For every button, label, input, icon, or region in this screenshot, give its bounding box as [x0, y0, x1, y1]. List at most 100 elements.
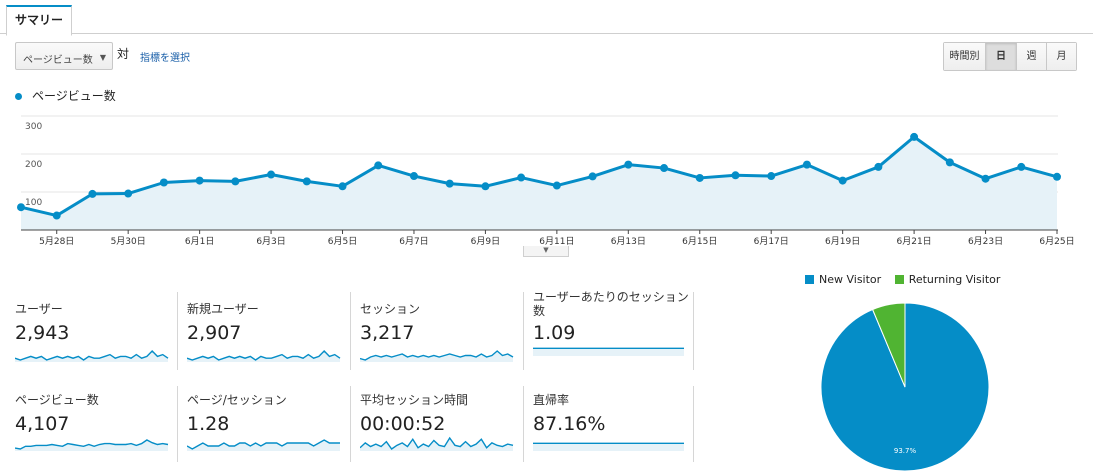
scorecard-label: 平均セッション時間: [360, 393, 469, 407]
data-point: [52, 211, 61, 220]
x-tick-label: 6月21日: [897, 236, 932, 245]
scorecard-label: セッション: [360, 302, 421, 316]
granularity-week-button[interactable]: 週: [1016, 43, 1046, 70]
data-point: [838, 176, 847, 185]
divider: [523, 292, 524, 370]
scorecard-value: 2,943: [15, 322, 70, 344]
scorecard-users: ユーザー 2,943: [15, 302, 175, 368]
x-tick-label: 6月15日: [682, 236, 717, 245]
chart-legend: ページビュー数: [15, 87, 116, 104]
data-point: [695, 173, 704, 182]
x-tick-label: 6月5日: [328, 236, 357, 245]
sparkline-line: [15, 349, 169, 361]
data-point: [338, 182, 347, 191]
sparkline-area: [533, 348, 684, 356]
pie-slice: [871, 302, 906, 388]
scorecard-label: ページビュー数: [15, 393, 99, 407]
tab-summary[interactable]: サマリー: [6, 5, 73, 36]
data-point: [124, 189, 133, 198]
scorecard-bounce-rate: 直帰率 87.16%: [533, 393, 693, 459]
data-point: [624, 160, 633, 169]
data-point: [481, 182, 490, 191]
sparkline-area: [533, 443, 684, 451]
chart-legend-label: ページビュー数: [32, 89, 116, 103]
scorecard-value: 3,217: [360, 322, 415, 344]
collapse-chart-toggle[interactable]: ▼: [523, 246, 569, 257]
data-point: [1017, 162, 1026, 171]
data-point: [981, 174, 990, 183]
scorecard-label: ユーザーあたりのセッション数: [533, 290, 689, 318]
visitor-type-pie-chart: 93.7%: [820, 302, 990, 472]
scorecard-sessions: セッション 3,217: [360, 302, 520, 368]
metric-dropdown-label: ページビュー数: [23, 55, 93, 66]
granularity-month-button[interactable]: 月: [1046, 43, 1076, 70]
y-tick-label: 200: [25, 160, 42, 170]
scorecard-label: 直帰率: [533, 393, 570, 407]
scorecard-sparkline: [187, 439, 340, 451]
pie-legend-returning-visitor[interactable]: Returning Visitor: [894, 273, 1001, 286]
divider: [177, 292, 178, 370]
data-point: [552, 181, 561, 190]
sparkline-line: [360, 350, 514, 361]
data-point: [1053, 172, 1061, 181]
scorecard-value: 87.16%: [533, 413, 606, 435]
scorecard-sparkline: [533, 347, 684, 356]
data-point: [802, 160, 811, 169]
data-point: [660, 164, 669, 173]
pie-legend-new-visitor[interactable]: New Visitor: [805, 273, 881, 286]
data-point: [159, 178, 168, 187]
series-marker-icon: [15, 93, 22, 100]
granularity-hourly-button[interactable]: 時間別: [944, 43, 985, 70]
sparkline-line: [187, 439, 340, 450]
data-point: [302, 177, 311, 186]
select-metric-link[interactable]: 指標を選択: [140, 53, 190, 64]
data-point: [267, 170, 276, 179]
scorecard-sparkline: [360, 436, 514, 451]
data-point: [945, 158, 954, 167]
metric-dropdown[interactable]: ページビュー数 ▼: [15, 42, 113, 70]
data-point: [17, 203, 25, 212]
data-point: [195, 176, 204, 185]
x-tick-label: 6月1日: [185, 236, 214, 245]
data-point: [374, 161, 383, 170]
scorecard-new-users: 新規ユーザー 2,907: [187, 302, 347, 368]
granularity-selector: 時間別 日 週 月: [943, 42, 1077, 71]
scorecard-pages-per-session: ページ/セッション 1.28: [187, 393, 347, 459]
divider: [523, 386, 524, 462]
scorecard-sparkline: [15, 439, 169, 451]
pie-slice-label: 93.7%: [894, 447, 917, 455]
sparkline-area: [187, 351, 340, 362]
scorecard-value: 00:00:52: [360, 413, 446, 435]
scorecard-sessions-per-user: ユーザーあたりのセッション数 1.09: [533, 290, 693, 356]
legend-swatch-icon: [805, 275, 814, 284]
sparkline-line: [15, 439, 169, 450]
scorecard-value: 1.28: [187, 413, 230, 435]
divider: [177, 386, 178, 462]
pageviews-line-chart: 100 200 300 5月28日 5月30日 6月1日 6月3日 6月5日 6月7日 6月9日 6…: [17, 115, 1075, 245]
x-tick-label: 6月3日: [256, 236, 285, 245]
x-tick-label: 6月23日: [968, 236, 1003, 245]
data-point: [231, 177, 240, 186]
scorecard-label: ページ/セッション: [187, 393, 287, 407]
data-point: [874, 162, 883, 171]
tab-bar: サマリー: [0, 0, 1093, 36]
scorecard-sparkline: [360, 350, 514, 362]
scorecard-value: 2,907: [187, 322, 242, 344]
data-point: [409, 172, 418, 181]
x-tick-label: 6月11日: [539, 236, 574, 245]
x-tick-label: 5月30日: [111, 236, 146, 245]
legend-swatch-icon: [894, 275, 904, 284]
sparkline-area: [187, 440, 340, 451]
scorecard-sparkline: [15, 349, 169, 362]
granularity-day-button[interactable]: 日: [985, 43, 1016, 70]
scorecard-label: 新規ユーザー: [187, 302, 259, 316]
data-point: [588, 172, 597, 181]
x-tick-label: 6月7日: [399, 236, 428, 245]
data-point: [88, 189, 97, 198]
divider: [693, 386, 694, 462]
series-area: [21, 136, 1057, 230]
y-tick-label: 100: [25, 198, 42, 208]
sparkline-line: [360, 436, 514, 450]
legend-label: Returning Visitor: [908, 273, 1001, 286]
x-tick-label: 6月9日: [471, 236, 500, 245]
